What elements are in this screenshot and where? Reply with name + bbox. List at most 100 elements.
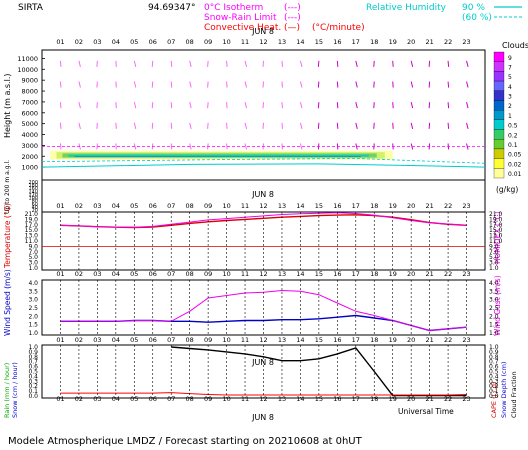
y-tick-label-right: 15.0	[489, 227, 503, 234]
colorbar-swatch	[493, 129, 505, 140]
hour-tick-label: 06	[149, 395, 157, 403]
y-tick-label: 0.8	[28, 354, 38, 361]
hour-tick-label: 09	[204, 336, 212, 344]
y-tick-label-right: 0.3	[489, 378, 499, 385]
wind-barb	[151, 122, 154, 129]
y-tick-label: 3.0	[28, 297, 38, 304]
hour-tick-label: 16	[333, 38, 341, 46]
hour-tick-label: 01	[56, 270, 64, 278]
hour-tick-label: 10	[222, 395, 230, 403]
hour-tick-label: 18	[370, 270, 378, 278]
cape-axis-title: CAPE (J / g)	[490, 381, 498, 418]
wind-barb	[317, 122, 320, 129]
hour-tick-label: 12	[259, 395, 267, 403]
wind-barb	[428, 60, 431, 67]
surface-tick-label: 160	[28, 186, 38, 192]
hour-tick-label: 20	[407, 270, 415, 278]
colorbar-swatch	[493, 148, 505, 159]
hour-tick-label: 10	[222, 202, 230, 210]
hour-tick-label: 21	[425, 395, 433, 403]
cloud-layer	[74, 156, 361, 158]
y-tick-label: 1.5	[28, 322, 38, 329]
surface-tick-label: 200	[28, 180, 38, 186]
y-tick-label: 3.5	[28, 288, 38, 295]
colorbar-swatch	[493, 90, 505, 101]
hour-tick-label: 17	[352, 336, 360, 344]
hour-tick-label: 12	[259, 38, 267, 46]
wind-barb	[262, 122, 264, 129]
wind-barb	[355, 102, 358, 109]
hour-tick-label: 17	[352, 38, 360, 46]
y-tick-label-right: 1.5	[489, 322, 499, 329]
hour-tick-label: 20	[407, 38, 415, 46]
wind-barb	[115, 122, 117, 129]
wind-barb	[466, 122, 469, 129]
height-tick-label: 11000	[17, 55, 38, 63]
wind-barb	[299, 143, 303, 150]
snow-axis-title: Snow (cm / hour)	[11, 362, 19, 418]
snow-rain-legend-sample: (---)	[284, 13, 301, 23]
hour-tick-label: 03	[93, 336, 101, 344]
wind-barb	[226, 81, 228, 88]
wind-barb	[59, 143, 62, 150]
y-tick-label-right: 3.0	[489, 297, 499, 304]
colorbar-tick-label: 0.01	[508, 171, 522, 178]
date-label: JUN 8	[251, 358, 274, 367]
hour-tick-label: 16	[333, 270, 341, 278]
hour-tick-label: 23	[462, 38, 470, 46]
hour-tick-label: 23	[462, 270, 470, 278]
y-tick-label-right: 0.2	[489, 383, 499, 390]
wind-barb	[170, 102, 173, 109]
cloudfraction-axis-title: Cloud Fraction	[510, 371, 518, 418]
colorbar-tick-label: 7	[508, 64, 512, 71]
cloud-layer	[68, 154, 369, 157]
hour-tick-label: 15	[315, 270, 323, 278]
wind-barb	[59, 102, 62, 109]
hour-tick-label: 13	[278, 270, 286, 278]
hour-tick-label: 21	[425, 38, 433, 46]
hour-tick-label: 17	[352, 202, 360, 210]
hour-tick-label: 11	[241, 270, 249, 278]
wind-barb	[262, 102, 264, 109]
y-tick-label: 19.0	[25, 216, 39, 223]
wind-barb	[373, 60, 375, 67]
wind-barb	[133, 122, 137, 129]
rh90-line	[41, 163, 486, 168]
humidex-axis-title: HUMIDEX (°C)	[493, 211, 502, 264]
x-axis-title: Universal Time	[398, 407, 454, 416]
wind-barb	[447, 81, 450, 88]
wind-barb	[355, 122, 358, 129]
hour-tick-label: 18	[370, 395, 378, 403]
y-tick-label-right: 7.0	[489, 249, 499, 256]
hour-tick-label: 11	[241, 202, 249, 210]
y-tick-label: 0.0	[28, 393, 38, 400]
wind-barb	[410, 122, 414, 129]
wind-barb	[115, 81, 117, 88]
hour-tick-label: 10	[222, 336, 230, 344]
clouds-panel: 11000 10000 9000 8000 7000 6000 5000 4000 3000 20…	[17, 55, 486, 172]
wind-barb	[226, 143, 228, 150]
hour-tick-label: 08	[186, 395, 194, 403]
hour-tick-label: 19	[389, 38, 397, 46]
y-tick-label: 0.5	[28, 369, 38, 376]
wind-barb	[281, 122, 283, 129]
hour-tick-label: 02	[75, 395, 83, 403]
height-tick-label: 8000	[21, 88, 38, 96]
wind-barb	[133, 60, 137, 67]
temperature-panel: 21.0 21.019.0 19.017.0 17.015.0 15.013.0 13.0…	[25, 211, 503, 272]
surface-tick-label: 20	[32, 208, 38, 214]
hour-tick-label: 05	[130, 395, 138, 403]
hour-tick-label: 11	[241, 336, 249, 344]
hour-tick-label: 06	[149, 270, 157, 278]
y-tick-label: 9.0	[28, 243, 38, 250]
hour-tick-label: 08	[186, 336, 194, 344]
hour-tick-label: 09	[204, 270, 212, 278]
wind-barb	[226, 102, 228, 109]
y-tick-label-right: 1.0	[489, 265, 499, 272]
colorbar-tick-label: 5	[508, 74, 512, 81]
y-tick-label: 5.0	[28, 254, 38, 261]
wind-barb	[115, 60, 117, 67]
surface-tick-label: 180	[28, 183, 38, 189]
hour-tick-label: 19	[389, 336, 397, 344]
wind-barb	[336, 60, 339, 67]
